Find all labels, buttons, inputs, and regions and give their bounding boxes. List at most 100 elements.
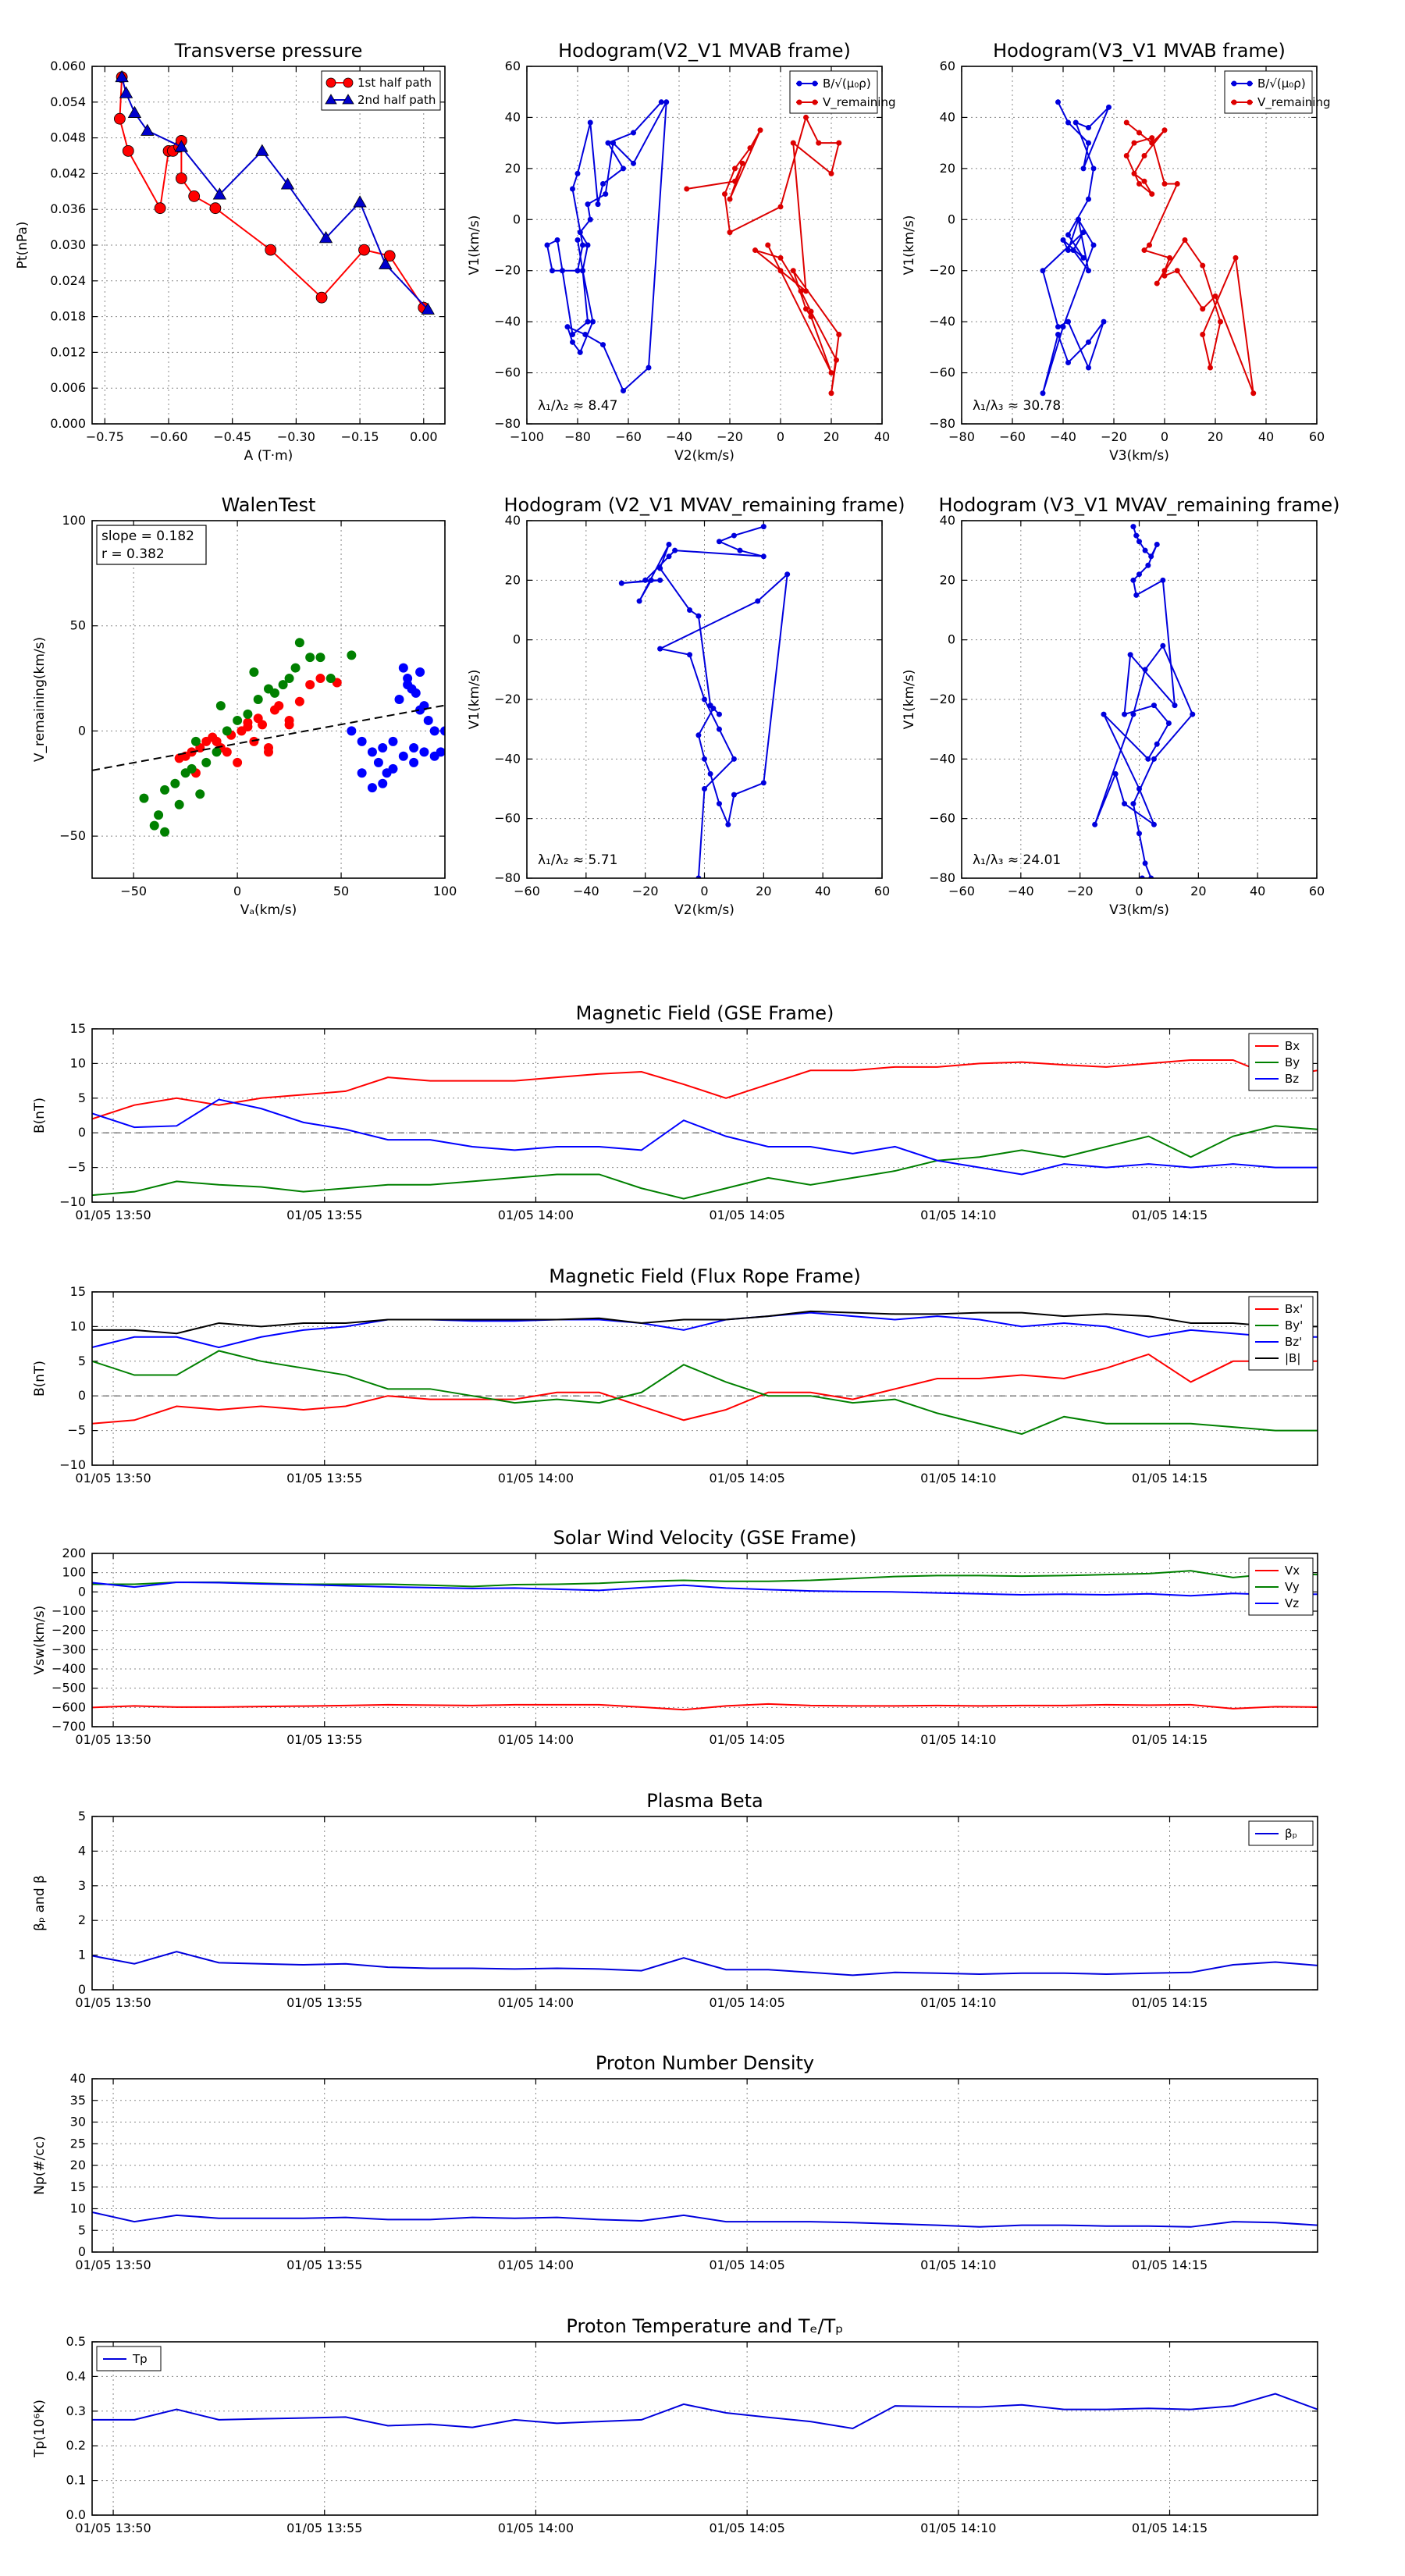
- data-point: [1141, 247, 1147, 254]
- eigenvalue-ratio-label: λ₁/λ₂ ≈ 8.47: [538, 398, 617, 414]
- data-point: [113, 112, 126, 125]
- legend-label: Bx: [1285, 1039, 1300, 1053]
- data-point: [684, 186, 690, 192]
- y-tick-label: 100: [62, 1565, 86, 1580]
- x-tick-label: 20: [756, 884, 771, 898]
- y-tick-label: 20: [505, 161, 521, 176]
- hodogram-v3-v1-mvab-panel: −80 −60 −40 −20 0 20 40 60 −80 −60 −40 −20 0 20 40 60 Ho…: [902, 40, 1331, 464]
- data-point: [739, 160, 745, 166]
- data-point: [605, 140, 611, 146]
- data-point: [1136, 180, 1142, 187]
- data-point: [587, 216, 593, 222]
- y-tick-label: −400: [52, 1661, 86, 1676]
- scatter-point-blue: [373, 757, 383, 767]
- scatter-point-green: [253, 695, 263, 704]
- data-point: [731, 756, 737, 762]
- legend-box: [789, 70, 878, 114]
- scatter-point-green: [325, 674, 336, 684]
- x-tick-label: −100: [510, 429, 544, 444]
- x-tick-label: 20: [1190, 884, 1206, 898]
- series-line-np: [92, 2211, 1318, 2228]
- chart-title: Hodogram(V3_V1 MVAB frame): [993, 40, 1286, 62]
- scatter-point-blue: [357, 736, 367, 746]
- data-point: [1149, 191, 1155, 197]
- scatter-point-red: [222, 747, 232, 757]
- data-point: [732, 178, 738, 184]
- series-line---: [92, 1951, 1318, 1976]
- y-tick-label: 200: [62, 1546, 86, 1560]
- data-point: [646, 365, 652, 371]
- legend-marker: [343, 77, 354, 88]
- y-tick-label: 35: [70, 2093, 86, 2108]
- data-point: [737, 547, 743, 553]
- y-tick-label: 5: [78, 1354, 86, 1368]
- scatter-point-red: [305, 680, 315, 690]
- x-tick-label: 01/05 13:55: [286, 1471, 362, 1485]
- x-tick-label: 20: [1208, 429, 1223, 444]
- scatter-point-green: [160, 785, 170, 795]
- data-point: [255, 144, 269, 156]
- data-point: [1065, 318, 1071, 325]
- data-point: [595, 201, 601, 208]
- data-point: [318, 231, 333, 244]
- scatter-point-blue: [398, 663, 408, 673]
- chart-title: Hodogram (V3_V1 MVAV_remaining frame): [938, 494, 1339, 516]
- scatter-point-green: [190, 736, 201, 746]
- scatter-point-blue: [367, 783, 377, 793]
- data-point: [1055, 332, 1061, 337]
- scatter-point-blue: [367, 747, 377, 757]
- y-tick-label: 4: [78, 1843, 86, 1858]
- data-point: [379, 257, 393, 269]
- x-tick-label: 01/05 14:15: [1132, 1995, 1208, 2010]
- legend-label: B/√(μ₀ρ): [1257, 76, 1306, 91]
- y-tick-label: 0.3: [66, 2403, 86, 2418]
- y-tick-label: 5: [78, 1091, 86, 1105]
- data-point: [695, 875, 702, 878]
- plot-frame: [91, 2341, 1318, 2516]
- series-line-by-: [92, 1350, 1318, 1436]
- data-point: [695, 732, 702, 738]
- data-point: [834, 357, 839, 363]
- data-point: [1165, 720, 1172, 727]
- legend-label: 1st half path: [357, 76, 432, 90]
- data-point: [421, 302, 435, 315]
- scatter-point-blue: [429, 751, 439, 761]
- scatter-point-green: [201, 757, 212, 767]
- data-point: [1106, 104, 1112, 110]
- legend-marker: [1231, 80, 1237, 87]
- data-point: [577, 229, 583, 236]
- y-tick-label: 40: [70, 2071, 86, 2086]
- y-tick-label: 0.060: [50, 59, 86, 73]
- scatter-point-red: [212, 736, 222, 746]
- data-point: [1250, 390, 1257, 397]
- legend-label: V_remaining: [1257, 95, 1331, 110]
- y-axis-label: V1(km/s): [902, 215, 917, 276]
- data-point: [122, 144, 134, 157]
- y-tick-label: −10: [59, 1194, 86, 1209]
- data-point: [1086, 196, 1091, 202]
- y-tick-label: 0.5: [66, 2334, 86, 2349]
- x-tick-label: 01/05 13:50: [75, 1208, 151, 1222]
- x-tick-label: −80: [948, 429, 975, 444]
- data-point: [1122, 711, 1128, 717]
- y-tick-label: 10: [70, 1318, 86, 1333]
- scatter-point-green: [139, 793, 149, 803]
- data-point: [618, 580, 624, 586]
- y-tick-label: −80: [494, 870, 521, 885]
- data-point: [1174, 268, 1180, 274]
- series-line-b: [546, 101, 667, 393]
- data-point: [603, 191, 609, 197]
- data-point: [666, 542, 672, 548]
- x-axis-label: Vₐ(km/s): [240, 902, 297, 918]
- series-line-b: [1094, 526, 1193, 878]
- y-axis-label: B(nT): [32, 1098, 48, 1133]
- y-tick-label: −200: [52, 1623, 86, 1638]
- plot-frame: [526, 520, 883, 879]
- data-point: [836, 140, 842, 146]
- data-point: [1101, 318, 1107, 325]
- scatter-point-blue: [409, 742, 419, 753]
- scatter-point-green: [249, 667, 259, 677]
- scatter-point-green: [195, 789, 205, 799]
- series-line-bx: [92, 1059, 1318, 1120]
- series-line-tp: [92, 2393, 1318, 2430]
